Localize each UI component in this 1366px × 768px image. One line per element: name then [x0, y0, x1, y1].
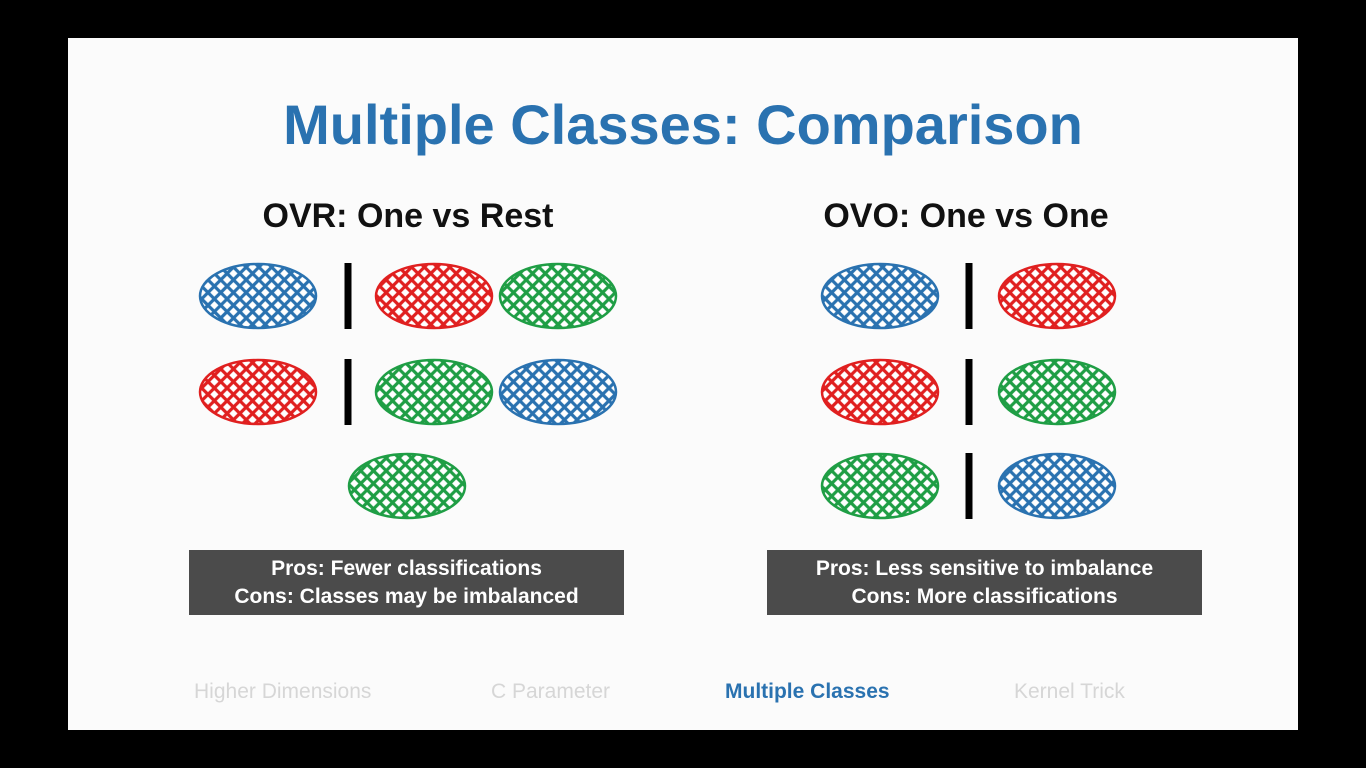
ovo-row-1-class-a-blue — [820, 262, 940, 330]
ovr-pros: Pros: Fewer classifications — [271, 557, 542, 580]
ovo-section-title: OVO: One vs One — [823, 197, 1109, 235]
ovr-section-title: OVR: One vs Rest — [262, 197, 554, 235]
ovo-row-2-class-a-red — [820, 358, 940, 426]
nav-c-parameter[interactable]: C Parameter — [491, 680, 611, 703]
ovr-row-2-rest-class-green — [374, 358, 494, 426]
ovo-row-1-class-b-red — [997, 262, 1117, 330]
ovo-row-3-class-a-green — [820, 452, 940, 520]
ovr-extra-class-green — [347, 452, 467, 520]
ovr-row-1-one-class-blue — [198, 262, 318, 330]
ovo-pros-cons-box: Pros: Less sensitive to imbalance Cons: … — [767, 550, 1202, 615]
nav-kernel-trick[interactable]: Kernel Trick — [1014, 680, 1125, 703]
slide-title: Multiple Classes: Comparison — [283, 93, 1083, 156]
ovr-row-1-rest-class-red — [374, 262, 494, 330]
ovo-row-1-separator — [965, 263, 973, 329]
nav-higher-dimensions[interactable]: Higher Dimensions — [194, 680, 372, 703]
ovr-pros-cons-box: Pros: Fewer classifications Cons: Classe… — [189, 550, 624, 615]
ovo-row-2-separator — [965, 359, 973, 425]
ovo-row-3-separator — [965, 453, 973, 519]
ovr-row-2-one-class-red — [198, 358, 318, 426]
class-split-diagram — [198, 262, 1117, 520]
ovo-row-3-class-b-blue — [997, 452, 1117, 520]
ovo-pros: Pros: Less sensitive to imbalance — [815, 557, 1154, 580]
nav-multiple-classes[interactable]: Multiple Classes — [725, 680, 890, 703]
slide: Multiple Classes: Comparison OVR: One vs… — [68, 38, 1298, 730]
ovo-cons: Cons: More classifications — [851, 585, 1118, 608]
ovr-row-1-separator — [344, 263, 352, 329]
ovr-row-2-separator — [344, 359, 352, 425]
ovr-row-2-rest-class-blue — [498, 358, 618, 426]
ovr-cons: Cons: Classes may be imbalanced — [234, 585, 579, 608]
ovr-row-1-rest-class-green — [498, 262, 618, 330]
ovo-row-2-class-b-green — [997, 358, 1117, 426]
